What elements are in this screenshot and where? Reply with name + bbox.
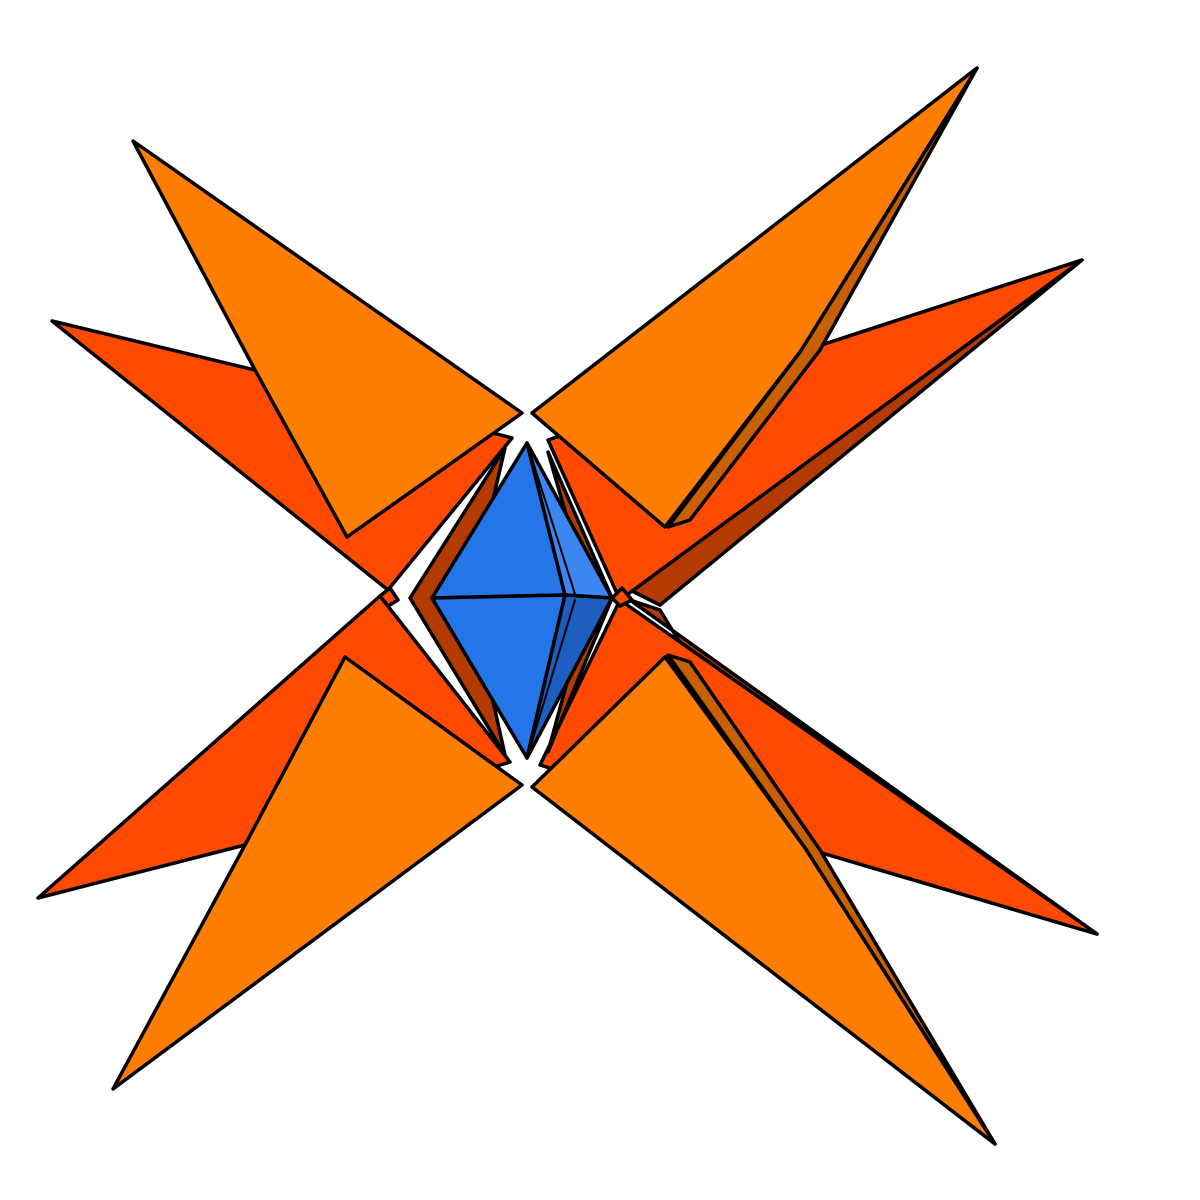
red-spike-upper-left bbox=[50, 319, 514, 592]
front-orange-pyramids bbox=[111, 66, 997, 1146]
blue-axis-upper bbox=[526, 442, 576, 595]
orange-spike-lower-left bbox=[111, 655, 524, 1091]
orange-spike-upper-left bbox=[131, 139, 524, 539]
tip-details bbox=[378, 586, 634, 608]
blue-axis-lower bbox=[526, 599, 576, 759]
notch-left bbox=[378, 586, 400, 608]
orange-spike-upper-right bbox=[530, 66, 979, 529]
orange-spike-lower-right bbox=[530, 655, 997, 1146]
blue-bipyramid bbox=[430, 441, 614, 760]
red-spike-lower-left bbox=[36, 594, 512, 900]
blue-ridge-line bbox=[431, 594, 613, 599]
notch-right bbox=[610, 586, 634, 608]
